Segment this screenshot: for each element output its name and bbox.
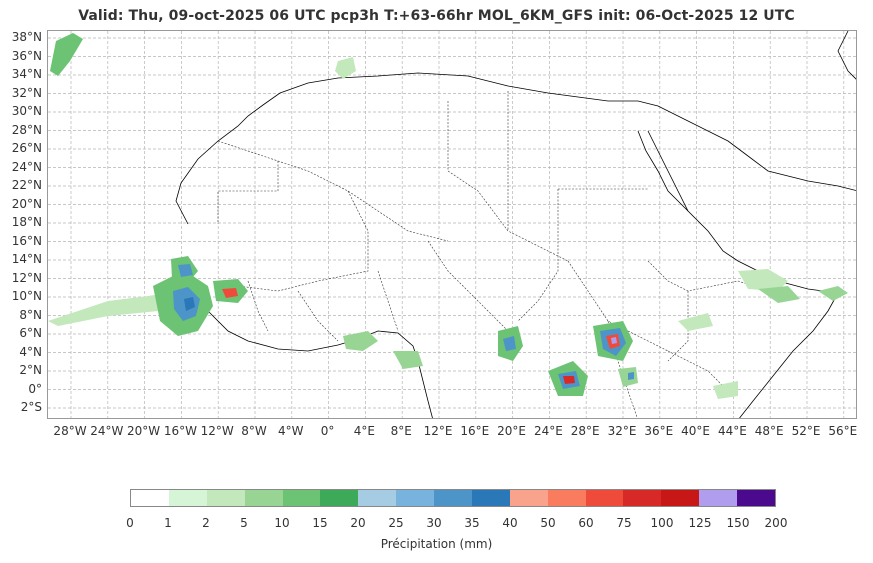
colorbar-tick: 75 (616, 516, 632, 530)
latitude-label: 18°N (11, 215, 42, 229)
colorbar-tick: 2 (202, 516, 210, 530)
latitude-label: 32°N (11, 85, 42, 100)
longitude-label: 56°E (828, 424, 858, 438)
longitude-label: 8°E (390, 424, 412, 438)
colorbar-tick: 30 (426, 516, 442, 530)
longitude-label: 8°W (241, 424, 267, 438)
colorbar-tick: 50 (540, 516, 556, 530)
latitude-label: 8°N (19, 307, 42, 322)
longitude-label: 36°E (644, 424, 674, 438)
longitude-label: 40°E (681, 424, 711, 438)
latitude-labels: 38°N 36°N 34°N 32°N 30°N 28°N 26°N 24°N 22°N 20°N… (0, 30, 42, 419)
latitude-label: 34°N (11, 67, 42, 81)
colorbar-swatch (471, 490, 510, 506)
graticule (48, 31, 856, 418)
longitude-label: 16°W (163, 424, 197, 438)
colorbar-tick: 15 (312, 516, 328, 530)
colorbar-swatch (585, 490, 624, 506)
colorbar-swatch (320, 490, 359, 506)
longitude-label: 12°W (200, 424, 234, 438)
precipitation-map (47, 30, 857, 419)
colorbar-tick: 40 (502, 516, 518, 530)
latitude-label: 2°N (19, 363, 42, 377)
map-canvas (48, 31, 856, 418)
precipitation-colorbar (130, 489, 776, 507)
colorbar-tick: 150 (726, 516, 750, 530)
colorbar-tick: 200 (764, 516, 788, 530)
latitude-label: 36°N (11, 48, 42, 63)
precipitation-areas (48, 33, 848, 399)
longitude-label: 4°E (353, 424, 375, 438)
colorbar-tick: 125 (688, 516, 712, 530)
colorbar-swatch (509, 490, 548, 506)
latitude-label: 26°N (11, 141, 42, 155)
latitude-label: 4°N (19, 344, 42, 359)
colorbar-swatch (623, 490, 662, 506)
longitude-label: 12°E (423, 424, 453, 438)
latitude-label: 10°N (11, 289, 42, 303)
longitude-label: 28°E (570, 424, 600, 438)
longitude-label: 24°E (533, 424, 563, 438)
colorbar-swatch (737, 490, 775, 506)
latitude-label: 22°N (11, 178, 42, 192)
colorbar-tick: 0 (126, 516, 134, 530)
longitude-label: 4°W (278, 424, 304, 438)
latitude-label: 2°S (20, 400, 42, 414)
colorbar-swatch (358, 490, 397, 506)
colorbar-tick: 20 (350, 516, 366, 530)
latitude-label: 20°N (11, 196, 42, 211)
colorbar-tick: 35 (464, 516, 480, 530)
country-borders (217, 91, 769, 418)
colorbar-label: Précipitation (mm) (380, 537, 493, 551)
colorbar-swatch (131, 490, 169, 506)
longitude-labels: 28°W 24°W 20°W 16°W 12°W 8°W 4°W 0° 4°E 8°E 12°E 16… (47, 424, 857, 440)
longitude-label: 0° (320, 424, 335, 438)
latitude-label: 28°N (11, 122, 42, 137)
colorbar-swatch (547, 490, 586, 506)
map-title: Valid: Thu, 09-oct-2025 06 UTC pcp3h T:+… (78, 8, 795, 24)
latitude-label: 6°N (19, 326, 42, 340)
longitude-label: 24°W (90, 424, 124, 438)
latitude-label: 24°N (11, 159, 42, 174)
colorbar-tick: 5 (240, 516, 248, 530)
latitude-label: 38°N (11, 30, 42, 44)
longitude-label: 44°E (717, 424, 747, 438)
colorbar-tick-labels: 0 1 2 5 10 15 20 25 30 35 40 50 60 75 100 125 150 200 (126, 516, 787, 532)
colorbar-swatch (206, 490, 245, 506)
latitude-label: 12°N (11, 270, 42, 285)
latitude-label: 16°N (11, 233, 42, 248)
longitude-label: 20°E (497, 424, 527, 438)
colorbar-swatch (244, 490, 283, 506)
longitude-label: 32°E (607, 424, 637, 438)
colorbar-tick: 10 (274, 516, 290, 530)
longitude-label: 48°E (754, 424, 784, 438)
longitude-label: 52°E (791, 424, 821, 438)
longitude-label: 20°W (127, 424, 161, 438)
colorbar-swatch (282, 490, 321, 506)
colorbar-swatch (699, 490, 737, 506)
colorbar-swatch (434, 490, 472, 506)
colorbar-tick: 100 (650, 516, 674, 530)
latitude-label: 14°N (11, 252, 42, 266)
colorbar-tick: 60 (578, 516, 594, 530)
latitude-label: 30°N (11, 104, 42, 118)
colorbar-swatch (396, 490, 434, 506)
longitude-label: 28°W (53, 424, 87, 438)
latitude-label: 0° (28, 381, 42, 396)
colorbar-tick: 1 (164, 516, 172, 530)
coastlines (175, 31, 856, 418)
longitude-label: 16°E (460, 424, 490, 438)
colorbar-swatch (168, 490, 207, 506)
colorbar-tick: 25 (388, 516, 404, 530)
colorbar-swatch (661, 490, 700, 506)
